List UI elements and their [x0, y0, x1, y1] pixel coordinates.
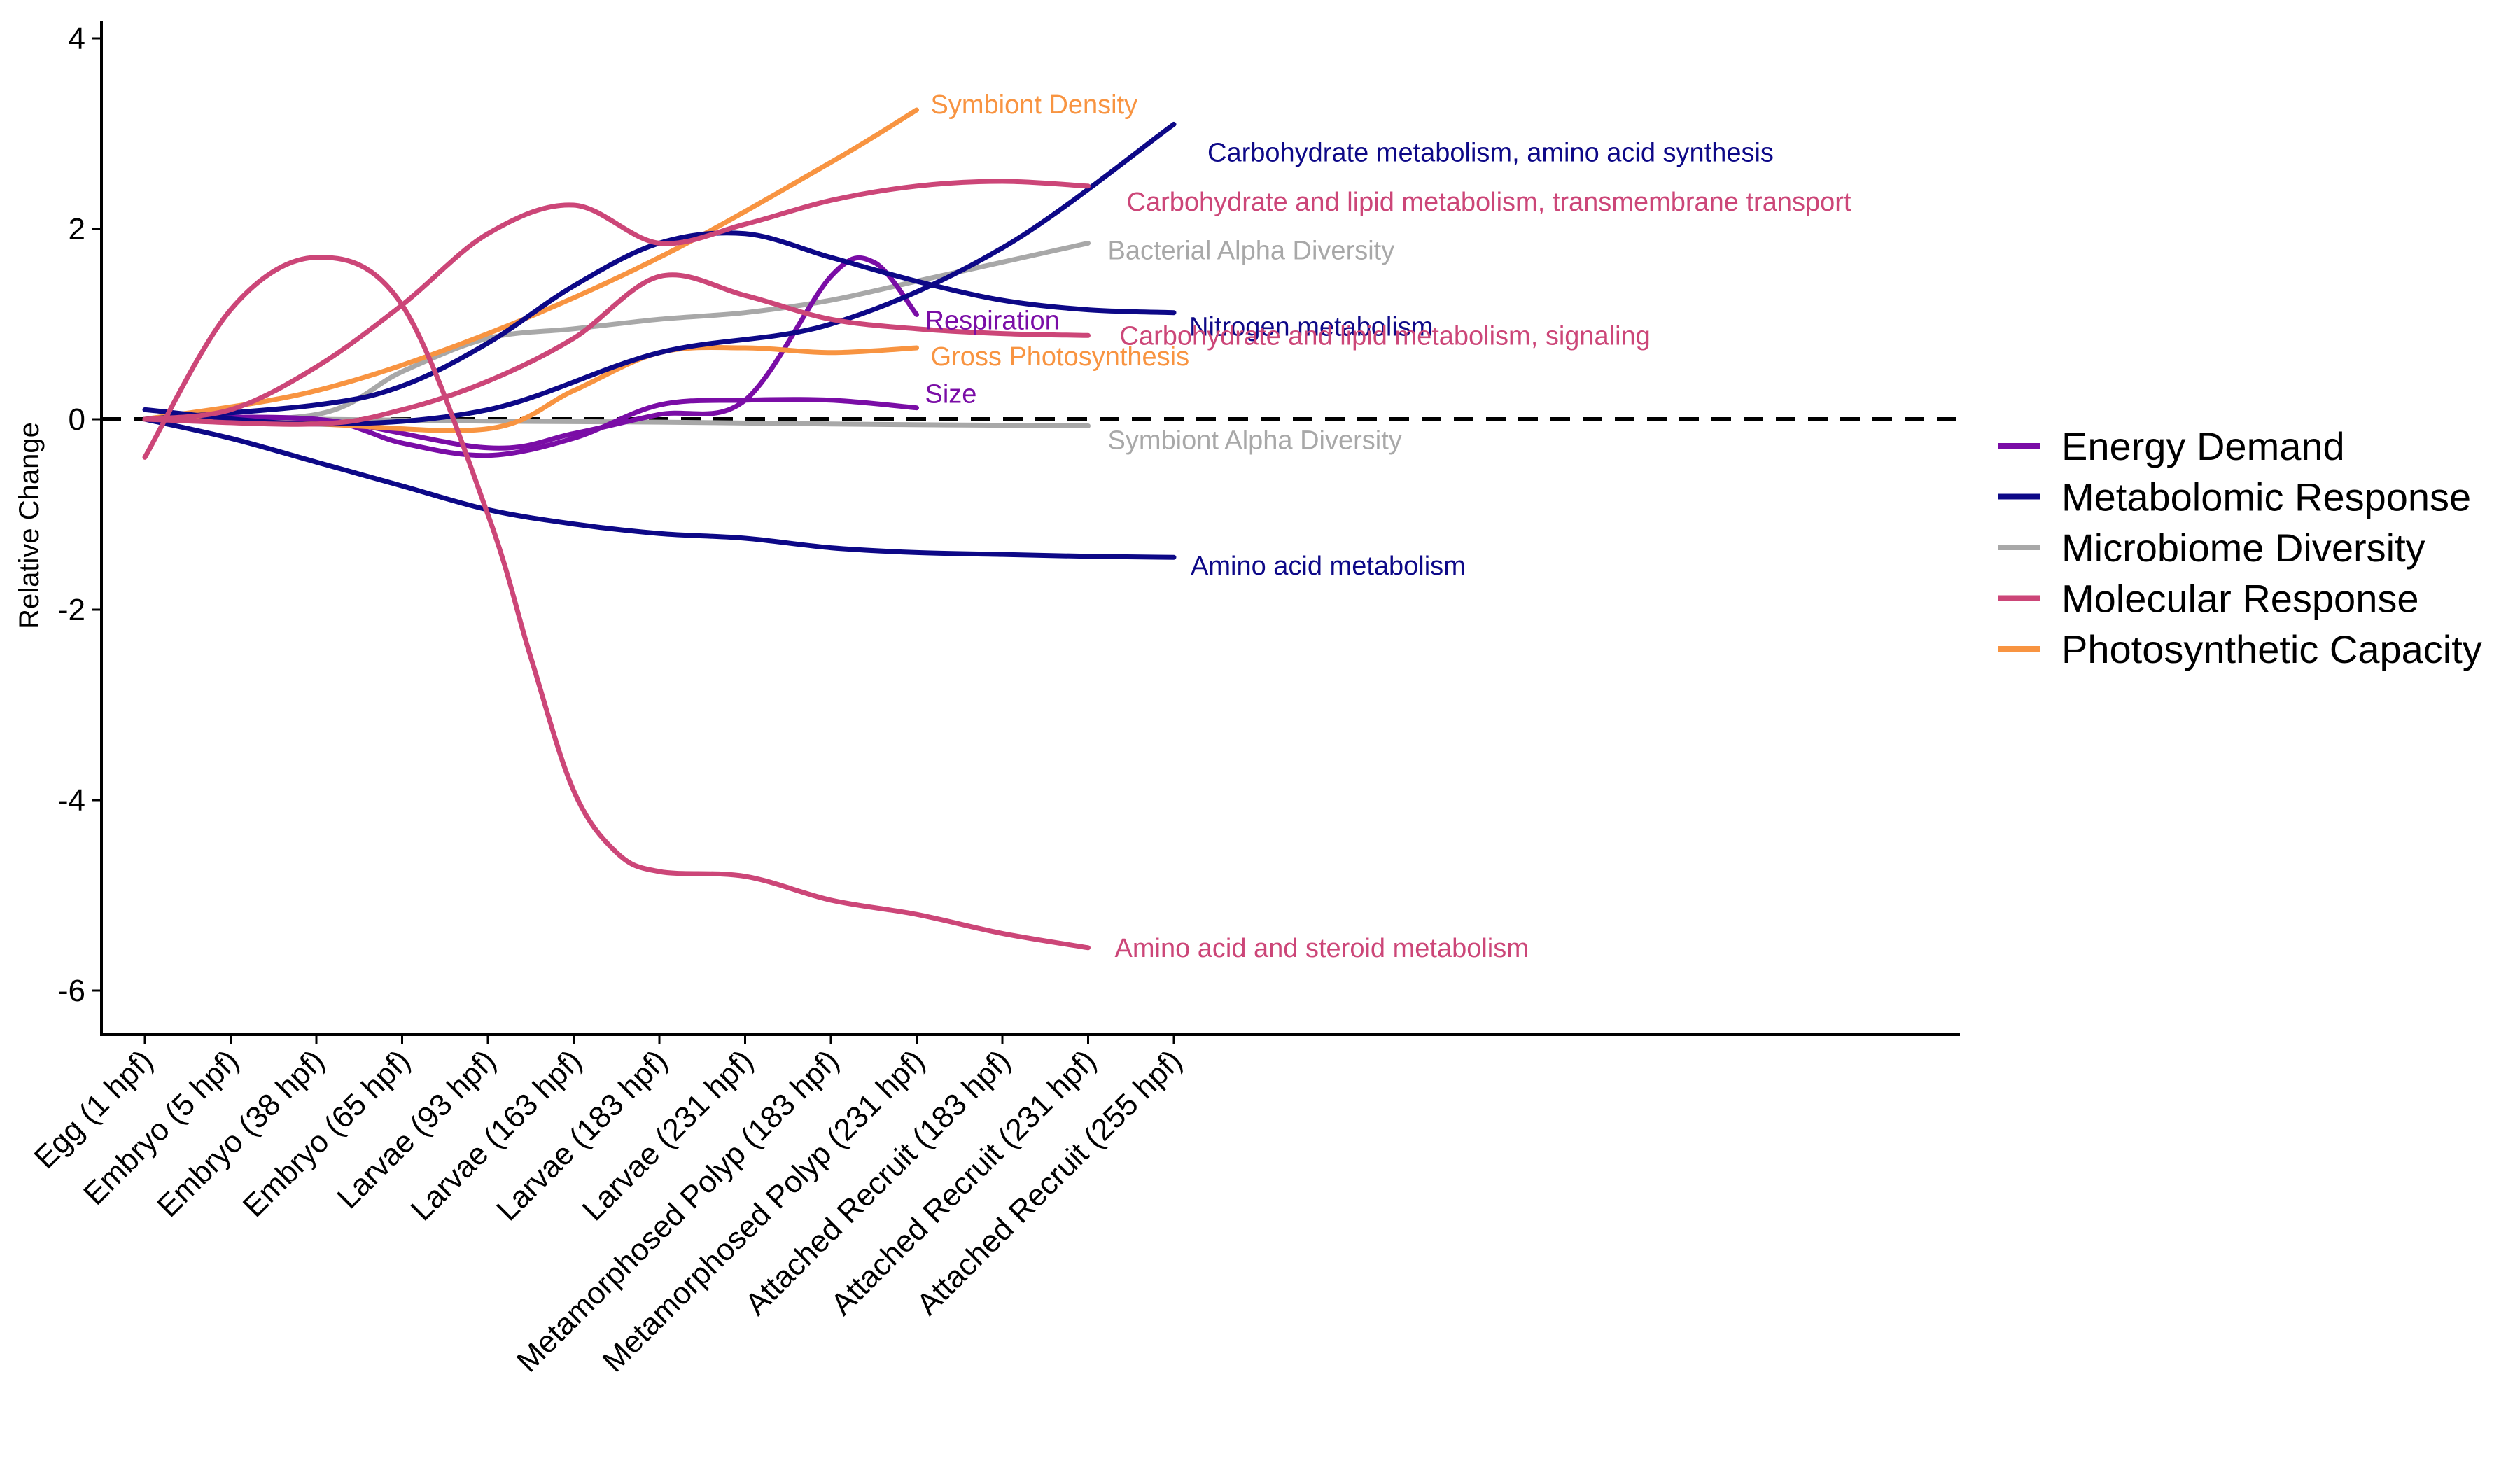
legend-label: Metabolomic Response: [2062, 475, 2471, 519]
legend: Energy Demand Metabolomic Response Microbi…: [1998, 424, 2482, 671]
y-tick-label: -2: [58, 593, 85, 627]
legend-label: Molecular Response: [2062, 577, 2418, 621]
series-label: Amino acid and steroid metabolism: [1115, 934, 1529, 963]
y-axis-ticks: -6 -4 -2 0 2 4: [58, 22, 102, 1008]
series-line: [142, 255, 1091, 951]
y-tick-label: -6: [58, 974, 85, 1008]
series-label: Carbohydrate and lipid metabolism, trans…: [1127, 188, 1851, 217]
y-axis-title: Relative Change: [14, 422, 45, 629]
series-line: [142, 230, 1177, 422]
series-line: [142, 416, 1177, 560]
series-label: Carbohydrate metabolism, amino acid synt…: [1208, 138, 1774, 167]
series-label: Nitrogen metabolism: [1189, 313, 1433, 342]
series-label: Symbiont Density: [931, 90, 1138, 120]
y-tick-label: 2: [69, 212, 85, 246]
series-label: Carbohydrate and lipid metabolism, signa…: [1120, 321, 1651, 351]
series-label: Amino acid metabolism: [1191, 552, 1466, 581]
legend-label: Microbiome Diversity: [2062, 526, 2426, 570]
legend-label: Photosynthetic Capacity: [2062, 627, 2482, 671]
series-lines: [142, 107, 1177, 951]
series-line: [142, 178, 1091, 422]
series-line: [142, 272, 1091, 427]
series-label: Symbiont Alpha Diversity: [1108, 426, 1402, 456]
legend-label: Energy Demand: [2062, 424, 2345, 468]
series-line: [142, 107, 919, 422]
series-labels: Symbiont Density Gross Photosynthesis Resp…: [925, 90, 1851, 963]
series-label: Size: [925, 380, 977, 410]
series-label: Respiration: [925, 306, 1060, 335]
y-tick-label: 0: [69, 402, 85, 437]
series-label: Bacterial Alpha Diversity: [1108, 236, 1395, 265]
y-tick-label: -4: [58, 783, 85, 818]
series-line: [142, 397, 919, 458]
series-label: Gross Photosynthesis: [931, 342, 1190, 372]
y-tick-label: 4: [69, 22, 85, 56]
